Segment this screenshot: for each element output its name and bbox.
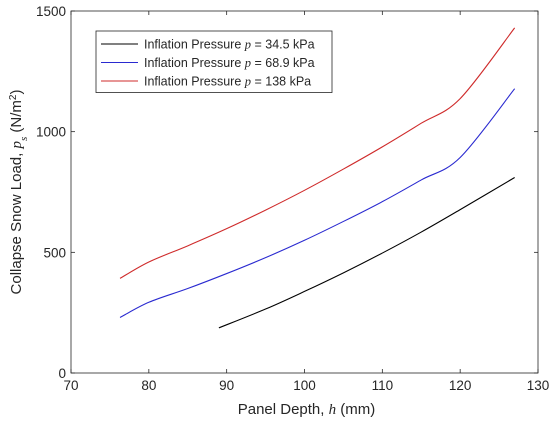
x-tick-label: 110 [372, 378, 394, 393]
y-tick-label: 0 [58, 366, 66, 381]
x-tick-label: 70 [63, 378, 78, 393]
series-line-3 [119, 27, 516, 279]
x-tick-label: 130 [527, 378, 550, 393]
x-tick-label: 90 [219, 378, 234, 393]
x-tick-label: 80 [141, 378, 156, 393]
series-line-1 [218, 177, 515, 329]
x-axis-label: Panel Depth, h (mm) [238, 401, 376, 418]
axis-ticks: 70 80 90 100 110 120 130 0 500 1000 1500 [36, 4, 549, 393]
y-tick-label: 1000 [36, 125, 66, 140]
legend-label-1: Inflation Pressure p = 34.5 kPa [144, 38, 315, 52]
series-lines [119, 27, 516, 329]
legend-box [95, 30, 333, 93]
series-line-2 [119, 88, 516, 318]
x-tick-label: 100 [293, 378, 316, 393]
x-tick-label: 120 [449, 378, 472, 393]
legend-label-3: Inflation Pressure p = 138 kPa [144, 75, 311, 89]
legend-label-2: Inflation Pressure p = 68.9 kPa [144, 56, 315, 70]
legend: Inflation Pressure p = 34.5 kPa Inflation… [95, 30, 333, 93]
y-axis-label: Collapse Snow Load, ps (N/m2) [8, 90, 31, 295]
y-tick-label: 1500 [36, 4, 66, 19]
y-tick-label: 500 [43, 245, 66, 260]
